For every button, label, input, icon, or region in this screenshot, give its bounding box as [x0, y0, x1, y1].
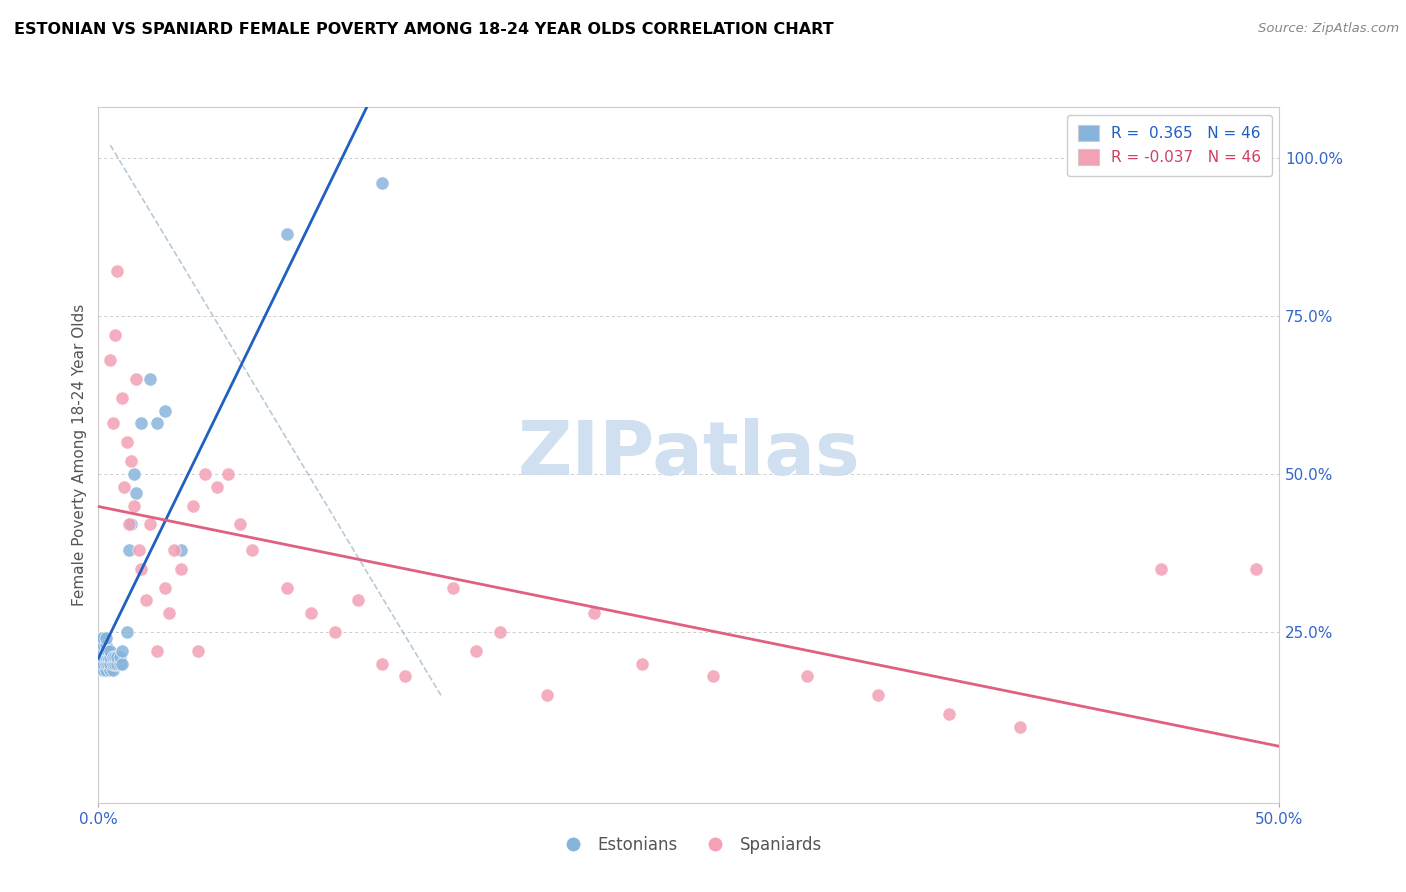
Point — [170, 562, 193, 576]
Point — [91, 657, 114, 671]
Point — [90, 632, 112, 646]
Point — [90, 638, 112, 652]
Text: ZIPatlas: ZIPatlas — [517, 418, 860, 491]
Point — [371, 657, 394, 671]
Point — [702, 669, 724, 683]
Point — [938, 707, 960, 722]
Point — [101, 663, 124, 677]
Point — [299, 606, 322, 620]
Point — [170, 542, 193, 557]
Point — [630, 657, 652, 671]
Point — [105, 650, 128, 665]
Point — [101, 650, 124, 665]
Point — [91, 663, 114, 677]
Point — [115, 435, 138, 450]
Point — [194, 467, 217, 481]
Point — [1008, 720, 1031, 734]
Point — [394, 669, 416, 683]
Point — [91, 650, 114, 665]
Point — [146, 417, 169, 431]
Point — [94, 657, 117, 671]
Point — [108, 657, 131, 671]
Point — [583, 606, 606, 620]
Point — [371, 176, 394, 190]
Point — [796, 669, 818, 683]
Point — [98, 650, 121, 665]
Point — [536, 688, 558, 702]
Point — [90, 644, 112, 658]
Point — [94, 632, 117, 646]
Point — [105, 657, 128, 671]
Point — [104, 650, 127, 665]
Point — [91, 638, 114, 652]
Point — [276, 581, 298, 595]
Point — [115, 625, 138, 640]
Point — [489, 625, 512, 640]
Point — [129, 562, 152, 576]
Point — [121, 454, 143, 468]
Point — [135, 593, 157, 607]
Point — [157, 606, 180, 620]
Legend: Estonians, Spaniards: Estonians, Spaniards — [550, 830, 828, 861]
Point — [118, 517, 141, 532]
Point — [94, 644, 117, 658]
Point — [441, 581, 464, 595]
Point — [111, 657, 134, 671]
Text: Source: ZipAtlas.com: Source: ZipAtlas.com — [1258, 22, 1399, 36]
Point — [465, 644, 488, 658]
Point — [104, 327, 127, 342]
Point — [217, 467, 239, 481]
Point — [98, 644, 121, 658]
Point — [1244, 562, 1267, 576]
Point — [90, 657, 112, 671]
Text: ESTONIAN VS SPANIARD FEMALE POVERTY AMONG 18-24 YEAR OLDS CORRELATION CHART: ESTONIAN VS SPANIARD FEMALE POVERTY AMON… — [14, 22, 834, 37]
Point — [98, 663, 121, 677]
Point — [122, 499, 145, 513]
Point — [108, 650, 131, 665]
Point — [94, 663, 117, 677]
Point — [111, 391, 134, 405]
Point — [139, 372, 162, 386]
Y-axis label: Female Poverty Among 18-24 Year Olds: Female Poverty Among 18-24 Year Olds — [72, 304, 87, 606]
Point — [101, 657, 124, 671]
Point — [97, 650, 120, 665]
Point — [111, 644, 134, 658]
Point — [323, 625, 346, 640]
Point — [94, 650, 117, 665]
Point — [121, 517, 143, 532]
Point — [104, 657, 127, 671]
Point — [105, 264, 128, 278]
Point — [229, 517, 252, 532]
Point — [112, 479, 135, 493]
Point — [128, 542, 150, 557]
Point — [118, 542, 141, 557]
Point — [1150, 562, 1173, 576]
Point — [97, 657, 120, 671]
Point — [98, 657, 121, 671]
Point — [347, 593, 370, 607]
Point — [240, 542, 263, 557]
Point — [129, 417, 152, 431]
Point — [122, 467, 145, 481]
Point — [91, 644, 114, 658]
Point — [139, 517, 162, 532]
Point — [101, 417, 124, 431]
Point — [91, 632, 114, 646]
Point — [153, 581, 176, 595]
Point — [94, 638, 117, 652]
Point — [125, 486, 148, 500]
Point — [187, 644, 209, 658]
Point — [125, 372, 148, 386]
Point — [276, 227, 298, 241]
Point — [97, 644, 120, 658]
Point — [866, 688, 889, 702]
Point — [146, 644, 169, 658]
Point — [153, 403, 176, 417]
Point — [205, 479, 228, 493]
Point — [163, 542, 186, 557]
Point — [181, 499, 204, 513]
Point — [98, 353, 121, 368]
